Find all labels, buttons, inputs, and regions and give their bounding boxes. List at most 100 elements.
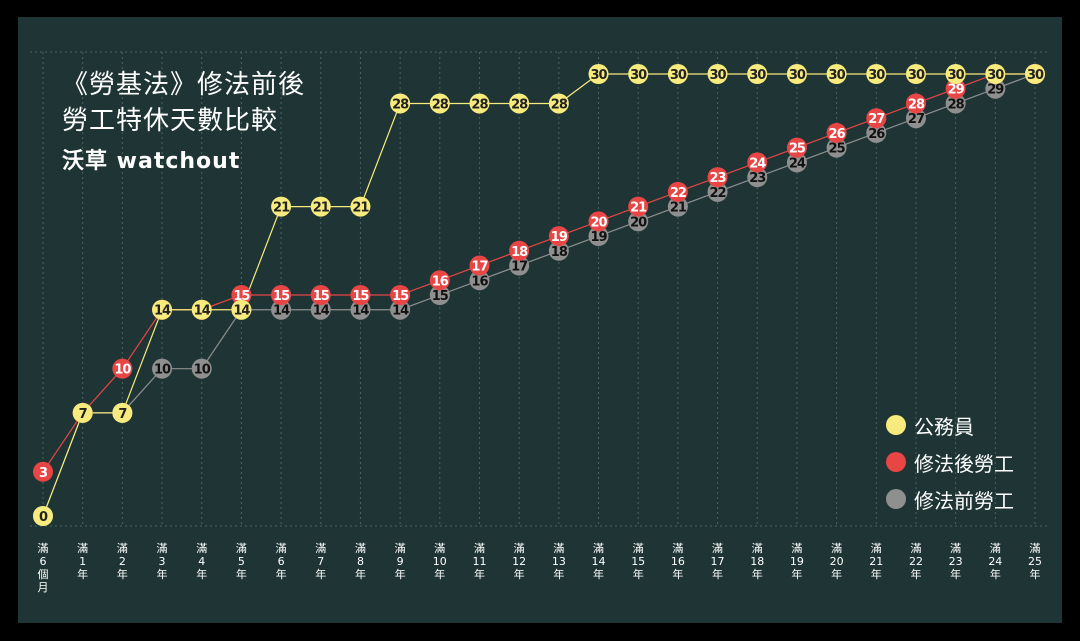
data-label-after: 29 bbox=[948, 83, 965, 98]
data-label-civil: 21 bbox=[352, 201, 369, 216]
point-civil bbox=[786, 64, 807, 84]
data-label-after: 21 bbox=[630, 201, 647, 216]
x-tick-label: 滿 6 個月 bbox=[38, 542, 49, 594]
legend-swatch-before bbox=[886, 489, 906, 509]
data-label-after: 10 bbox=[114, 363, 131, 378]
data-label-after: 18 bbox=[511, 245, 528, 260]
data-label-before: 20 bbox=[630, 215, 647, 230]
data-label-after: 24 bbox=[749, 156, 766, 171]
data-label-civil: 30 bbox=[868, 68, 885, 83]
data-label-civil: 30 bbox=[829, 68, 846, 83]
data-label-before: 10 bbox=[194, 363, 211, 378]
data-label-civil: 30 bbox=[1027, 68, 1044, 83]
x-tick-label: 滿 16 年 bbox=[671, 542, 685, 581]
point-civil bbox=[310, 196, 331, 217]
data-label-civil: 14 bbox=[154, 304, 171, 319]
point-civil bbox=[826, 64, 847, 84]
data-label-after: 15 bbox=[392, 289, 409, 304]
point-civil bbox=[985, 64, 1006, 84]
point-after bbox=[350, 285, 371, 305]
x-tick-label: 滿 14 年 bbox=[592, 542, 606, 581]
point-civil bbox=[152, 299, 173, 320]
point-after bbox=[945, 78, 966, 99]
point-after bbox=[826, 122, 847, 143]
brand-logo: 沃草 watchout bbox=[62, 149, 241, 174]
point-civil bbox=[191, 299, 212, 320]
point-after bbox=[429, 270, 450, 291]
x-tick-label: 滿 23 年 bbox=[949, 542, 963, 581]
point-civil bbox=[667, 64, 688, 84]
point-civil bbox=[469, 93, 490, 114]
data-label-civil: 30 bbox=[987, 68, 1004, 83]
data-label-before: 19 bbox=[590, 230, 607, 245]
data-label-civil: 7 bbox=[118, 407, 127, 422]
data-label-civil: 28 bbox=[432, 97, 449, 112]
point-after bbox=[747, 152, 768, 173]
data-label-civil: 28 bbox=[511, 97, 528, 112]
data-label-after: 16 bbox=[432, 274, 449, 289]
point-after bbox=[707, 167, 728, 188]
x-tick-label: 滿 12 年 bbox=[512, 542, 526, 581]
data-label-civil: 7 bbox=[79, 407, 88, 422]
data-label-after: 3 bbox=[39, 466, 48, 481]
point-before bbox=[191, 358, 212, 379]
point-after bbox=[231, 285, 252, 305]
legend-item-before: 修法前勞工 bbox=[886, 486, 1014, 513]
x-tick-label: 滿 25 年 bbox=[1028, 542, 1042, 581]
chart-title-line2: 勞工特休天數比較 bbox=[62, 106, 279, 136]
point-civil bbox=[707, 64, 728, 84]
point-before bbox=[905, 108, 926, 129]
point-after bbox=[112, 358, 133, 379]
data-label-before: 18 bbox=[551, 245, 568, 260]
point-civil bbox=[33, 506, 53, 526]
data-label-after: 20 bbox=[590, 215, 607, 230]
legend-label-civil: 公務員 bbox=[914, 414, 974, 439]
chart-panel bbox=[18, 17, 1062, 623]
data-label-after: 15 bbox=[273, 289, 290, 304]
point-civil bbox=[509, 93, 530, 114]
point-before bbox=[429, 285, 450, 305]
point-after bbox=[33, 461, 53, 482]
point-before bbox=[707, 181, 728, 202]
data-label-before: 17 bbox=[511, 260, 528, 275]
data-label-civil: 30 bbox=[749, 68, 766, 83]
data-label-before: 15 bbox=[432, 289, 449, 304]
point-civil bbox=[866, 64, 887, 84]
data-label-civil: 28 bbox=[392, 97, 409, 112]
point-after bbox=[469, 255, 490, 276]
data-label-before: 27 bbox=[908, 112, 925, 127]
point-civil bbox=[429, 93, 450, 114]
point-civil bbox=[588, 64, 609, 84]
data-label-after: 22 bbox=[670, 186, 686, 201]
point-after bbox=[628, 196, 649, 217]
point-after bbox=[786, 137, 807, 158]
data-label-before: 14 bbox=[273, 304, 290, 319]
point-after bbox=[548, 226, 569, 247]
data-label-before: 14 bbox=[392, 304, 409, 319]
point-civil bbox=[350, 196, 371, 217]
data-label-before: 26 bbox=[868, 127, 885, 142]
legend-item-civil: 公務員 bbox=[886, 412, 974, 439]
data-label-civil: 0 bbox=[39, 510, 48, 525]
point-after bbox=[866, 108, 887, 129]
point-before bbox=[945, 93, 966, 114]
chart-title-line1: 《勞基法》修法前後 bbox=[62, 70, 306, 100]
point-before bbox=[509, 255, 530, 276]
point-before bbox=[548, 240, 569, 261]
data-label-after: 25 bbox=[789, 142, 806, 157]
data-label-after: 28 bbox=[908, 97, 925, 112]
point-before bbox=[826, 137, 847, 158]
point-after bbox=[271, 285, 292, 305]
data-label-civil: 30 bbox=[948, 68, 965, 83]
x-tick-label: 滿 19 年 bbox=[790, 542, 804, 581]
data-label-before: 10 bbox=[154, 363, 171, 378]
x-tick-label: 滿 18 年 bbox=[750, 542, 764, 581]
data-label-before: 14 bbox=[313, 304, 330, 319]
legend-item-after: 修法後勞工 bbox=[886, 449, 1014, 476]
